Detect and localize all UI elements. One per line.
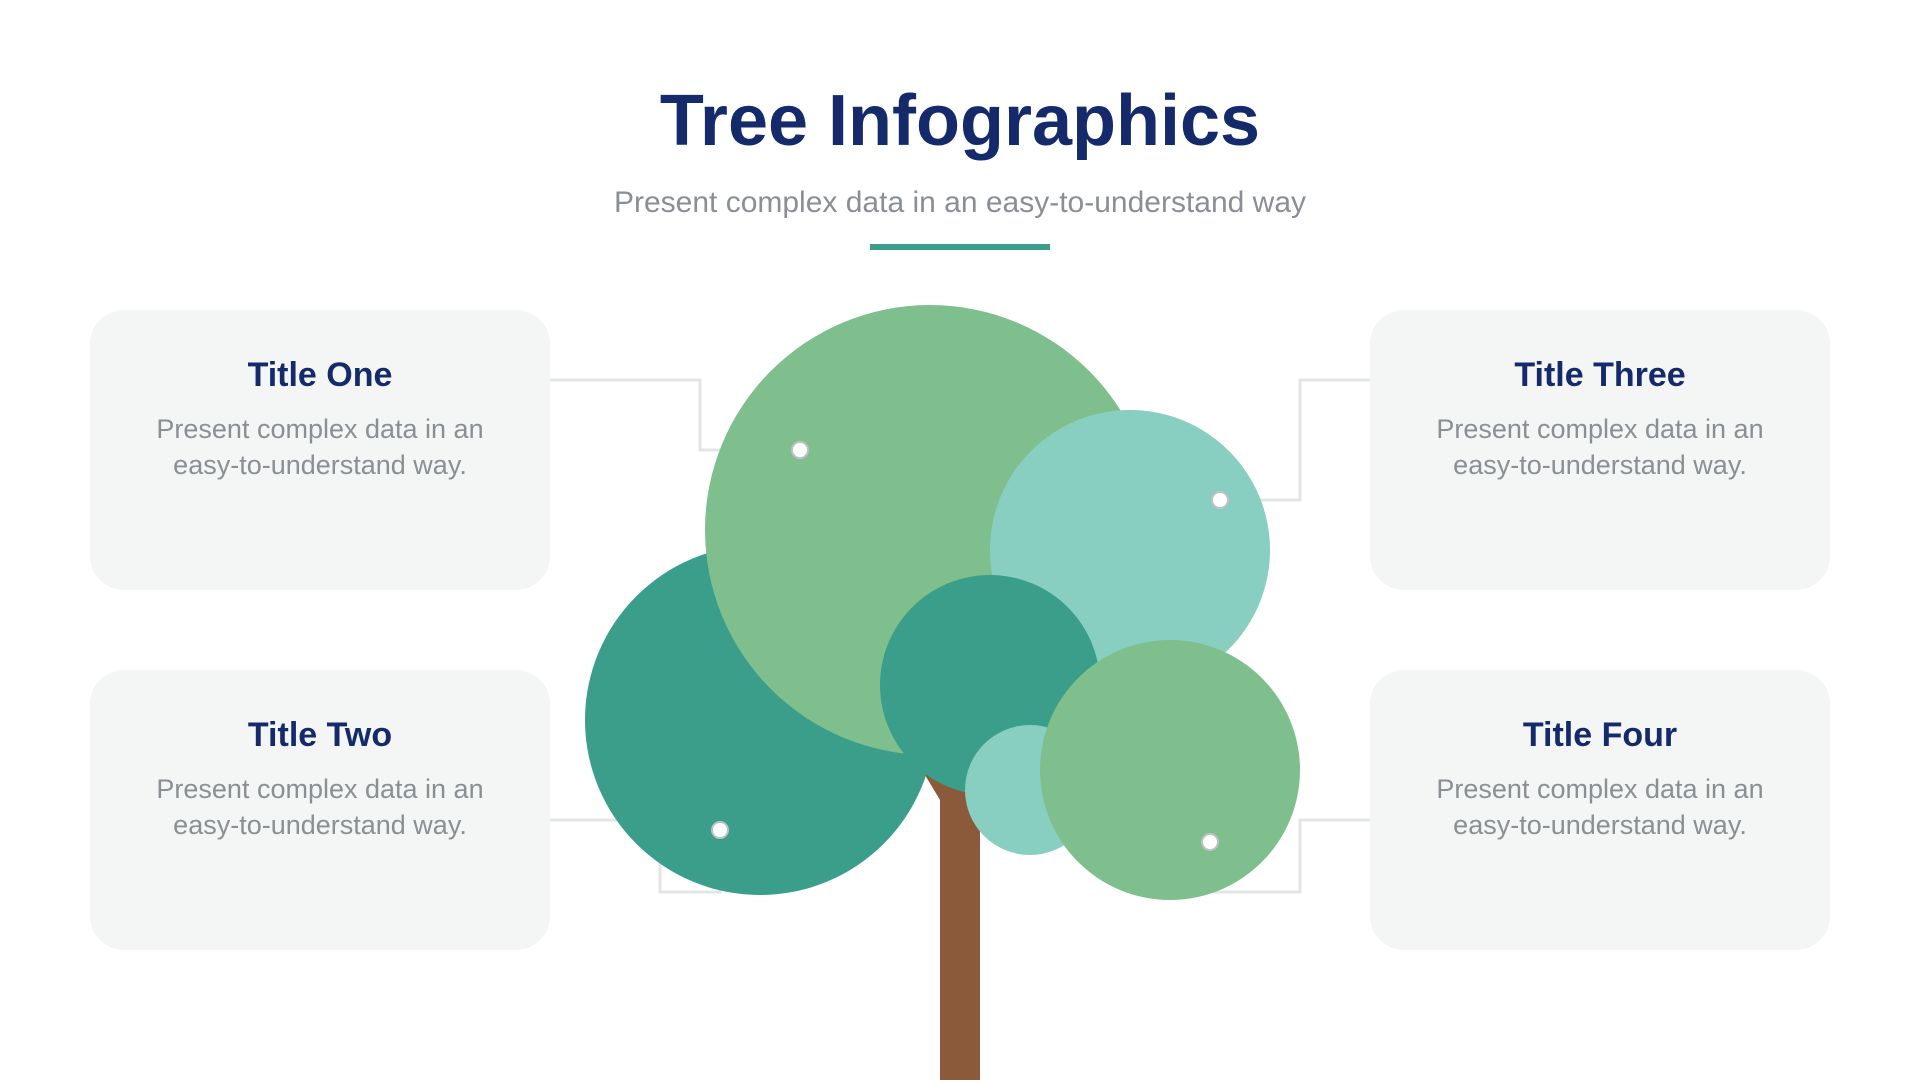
card-body: Present complex data in an easy-to-under… bbox=[130, 411, 510, 484]
connector-lines bbox=[550, 380, 1370, 892]
card-title-four: Title Four Present complex data in an ea… bbox=[1370, 670, 1830, 950]
card-body: Present complex data in an easy-to-under… bbox=[1410, 771, 1790, 844]
foliage-circle bbox=[965, 725, 1095, 855]
foliage-circle bbox=[1040, 640, 1300, 900]
card-title-one: Title One Present complex data in an eas… bbox=[90, 310, 550, 590]
connector-line bbox=[550, 820, 720, 892]
card-title: Title One bbox=[130, 356, 510, 395]
connector-dot bbox=[792, 442, 808, 458]
card-body: Present complex data in an easy-to-under… bbox=[1410, 411, 1790, 484]
foliage-circle bbox=[880, 575, 1100, 795]
connector-line bbox=[1220, 380, 1370, 500]
tree-trunk bbox=[880, 640, 1080, 1080]
infographic-stage: Tree Infographics Present complex data i… bbox=[0, 0, 1920, 1080]
accent-bar bbox=[870, 244, 1050, 250]
connector-dot bbox=[1202, 834, 1218, 850]
card-title: Title Two bbox=[130, 716, 510, 755]
tree-foliage bbox=[585, 305, 1300, 900]
connector-dot bbox=[1212, 492, 1228, 508]
connector-line bbox=[550, 380, 800, 450]
card-title: Title Three bbox=[1410, 356, 1790, 395]
foliage-circle bbox=[990, 410, 1270, 690]
page-subtitle: Present complex data in an easy-to-under… bbox=[0, 186, 1920, 220]
connector-line bbox=[1210, 820, 1370, 892]
card-title: Title Four bbox=[1410, 716, 1790, 755]
page-title: Tree Infographics bbox=[0, 80, 1920, 162]
card-body: Present complex data in an easy-to-under… bbox=[130, 771, 510, 844]
connector-dots bbox=[712, 442, 1228, 850]
card-title-two: Title Two Present complex data in an eas… bbox=[90, 670, 550, 950]
card-title-three: Title Three Present complex data in an e… bbox=[1370, 310, 1830, 590]
foliage-circle bbox=[585, 545, 935, 895]
foliage-circle bbox=[705, 305, 1155, 755]
connector-dot bbox=[712, 822, 728, 838]
trunk-shape bbox=[880, 640, 1080, 1080]
